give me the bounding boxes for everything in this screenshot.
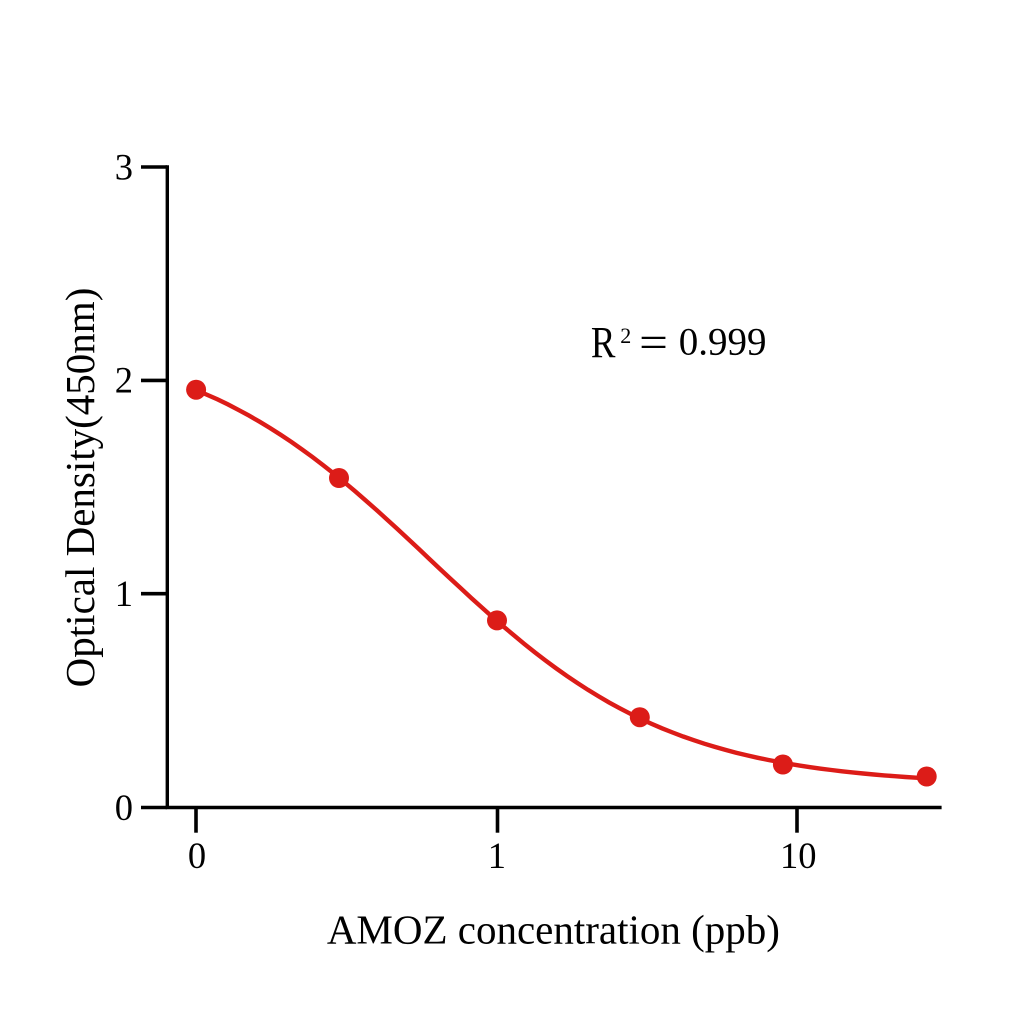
svg-text:1: 1 <box>488 835 506 876</box>
svg-text:R: R <box>591 318 616 367</box>
svg-text:2: 2 <box>620 323 631 348</box>
svg-text:0: 0 <box>115 787 133 828</box>
svg-text:=: = <box>639 319 668 367</box>
svg-text:0.999: 0.999 <box>679 321 767 364</box>
svg-text:1: 1 <box>115 573 133 614</box>
svg-text:Optical Density(450nm): Optical Density(450nm) <box>57 288 103 688</box>
svg-text:10: 10 <box>780 835 817 876</box>
svg-text:3: 3 <box>115 146 133 187</box>
svg-text:2: 2 <box>115 360 133 401</box>
svg-text:0: 0 <box>188 835 206 876</box>
svg-text:AMOZ concentration (ppb): AMOZ concentration (ppb) <box>327 906 780 952</box>
